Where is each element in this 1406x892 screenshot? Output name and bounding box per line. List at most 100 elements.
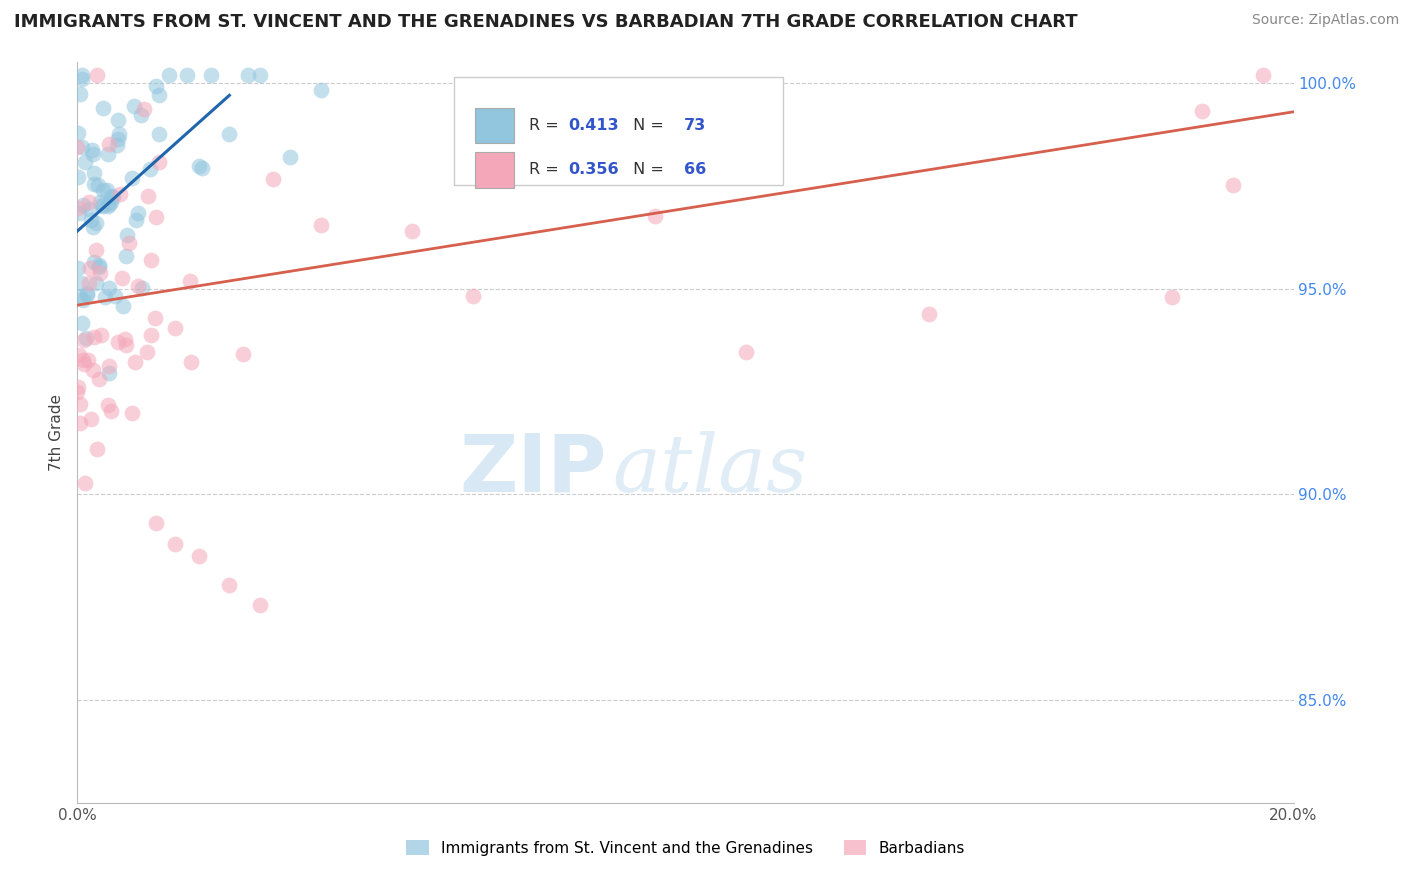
Point — [127, 205, 149, 219]
Point — [105, 138, 128, 153]
Point — [157, 68, 180, 82]
Point — [107, 334, 129, 349]
Point — [76, 286, 98, 301]
Point — [188, 549, 211, 563]
FancyBboxPatch shape — [475, 108, 515, 143]
Point — [218, 578, 240, 592]
Point — [131, 280, 153, 294]
Point — [89, 194, 111, 209]
Y-axis label: 7th Grade: 7th Grade — [49, 394, 65, 471]
Point — [97, 197, 120, 211]
Point — [91, 101, 114, 115]
Point — [110, 186, 132, 201]
Point — [180, 355, 202, 369]
Point — [84, 216, 107, 230]
Point — [148, 127, 170, 141]
Point — [83, 255, 105, 269]
Text: 0.413: 0.413 — [568, 118, 619, 133]
Point — [83, 177, 105, 191]
Point — [553, 127, 575, 141]
Point — [77, 202, 100, 217]
Point — [73, 334, 96, 348]
Point — [165, 320, 187, 334]
Point — [188, 159, 211, 173]
Point — [1251, 68, 1274, 82]
Point — [100, 404, 122, 418]
Point — [69, 416, 91, 430]
Point — [218, 128, 240, 142]
Point — [200, 68, 222, 82]
Point — [148, 155, 170, 169]
Point — [112, 299, 135, 313]
Point — [309, 218, 332, 232]
Point — [231, 347, 253, 361]
Point — [97, 137, 120, 152]
Text: 73: 73 — [685, 118, 706, 133]
Point — [179, 274, 201, 288]
Point — [1222, 178, 1244, 193]
Point — [70, 140, 93, 154]
Point — [107, 132, 129, 146]
Point — [82, 143, 104, 157]
Point — [89, 260, 111, 275]
Point — [236, 68, 259, 82]
Point — [644, 210, 666, 224]
Text: 66: 66 — [685, 162, 706, 178]
Point — [66, 260, 89, 275]
Point — [124, 355, 146, 369]
Point — [121, 406, 143, 420]
Point — [70, 71, 93, 86]
Point — [66, 140, 89, 154]
Point — [141, 253, 163, 268]
Point — [72, 198, 94, 212]
Point — [70, 68, 93, 82]
Point — [86, 68, 108, 82]
Point — [108, 127, 131, 141]
Point — [75, 331, 97, 345]
Point — [69, 290, 91, 304]
Point — [98, 359, 121, 374]
Point — [82, 220, 104, 235]
Point — [66, 169, 89, 184]
Point — [1161, 290, 1184, 304]
Point — [107, 113, 129, 128]
Point — [136, 344, 159, 359]
Point — [73, 154, 96, 169]
Point — [145, 211, 167, 225]
Point — [89, 372, 111, 386]
Point — [118, 235, 141, 250]
Text: N =: N = — [628, 118, 669, 133]
Point — [72, 293, 94, 307]
Point — [262, 172, 284, 186]
Point — [98, 281, 121, 295]
Point — [127, 279, 149, 293]
Point — [67, 348, 90, 362]
Point — [100, 189, 122, 203]
Point — [97, 147, 120, 161]
Point — [82, 363, 104, 377]
Point — [80, 411, 103, 425]
Point — [401, 224, 423, 238]
Point — [84, 244, 107, 258]
Point — [77, 276, 100, 290]
Point — [104, 289, 127, 303]
Point — [69, 87, 91, 101]
Point — [461, 289, 484, 303]
Point — [87, 178, 110, 192]
Point — [70, 276, 93, 290]
Point — [76, 287, 98, 301]
Point — [72, 317, 94, 331]
Point — [115, 337, 138, 351]
Point — [278, 150, 301, 164]
Point — [84, 276, 107, 290]
Point — [83, 166, 105, 180]
Point — [66, 384, 89, 399]
Point — [98, 366, 121, 380]
Point — [97, 398, 120, 412]
FancyBboxPatch shape — [454, 78, 783, 185]
Text: atlas: atlas — [613, 431, 808, 508]
Point — [66, 126, 89, 140]
Point — [141, 327, 163, 342]
Point — [69, 397, 91, 411]
Point — [72, 352, 94, 367]
